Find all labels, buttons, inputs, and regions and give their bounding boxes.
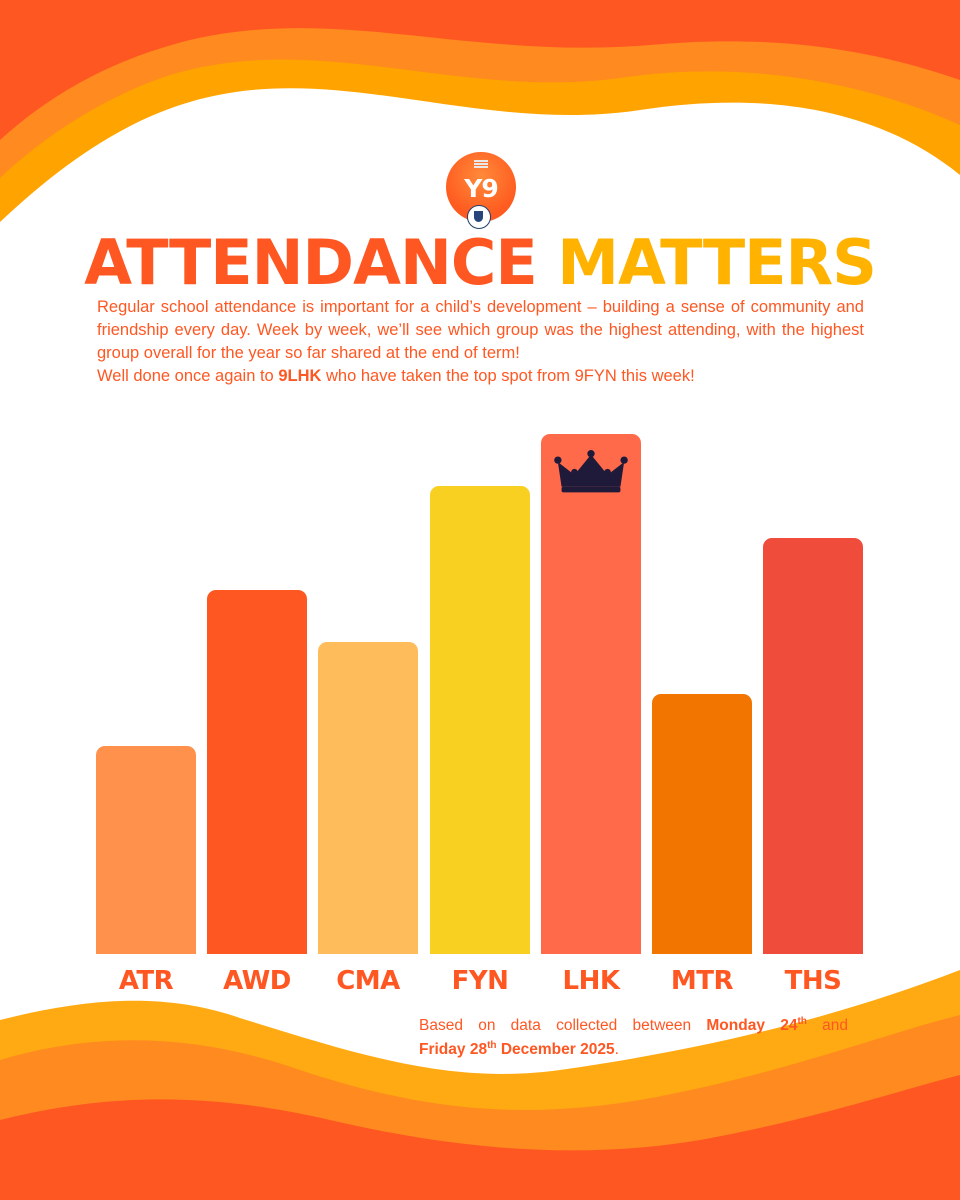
bar-label-lhk: LHK <box>562 966 620 996</box>
bar-mtr <box>652 694 752 954</box>
bar-label-cma: CMA <box>336 966 400 996</box>
title-word-attendance: ATTENDANCE <box>84 226 538 299</box>
winner-line: Well done once again to 9LHK who have ta… <box>97 365 864 388</box>
intro-text: Regular school attendance is important f… <box>97 296 864 388</box>
bar-lhk <box>541 434 641 954</box>
footnote-period: . <box>614 1041 619 1058</box>
bar-label-mtr: MTR <box>670 966 734 996</box>
footnote-and: and <box>806 1017 849 1034</box>
bar-label-fyn: FYN <box>451 966 509 996</box>
page-title: ATTENDANCE MATTERS <box>0 226 960 299</box>
book-icon <box>474 160 488 169</box>
winner-group: 9LHK <box>278 367 322 385</box>
winner-prefix: Well done once again to <box>97 367 279 385</box>
title-word-matters: MATTERS <box>557 226 877 299</box>
bar-atr <box>96 746 196 954</box>
footnote-end-suffix: th <box>487 1039 497 1051</box>
bar-cma <box>318 642 418 954</box>
bar-awd <box>207 590 307 954</box>
top-wave-decoration <box>0 0 960 260</box>
y9-logo-text: Y9 <box>464 174 499 203</box>
footnote-end-rest: December 2025 <box>496 1041 615 1058</box>
bar-label-atr: ATR <box>118 966 174 996</box>
bar-label-ths: THS <box>784 966 842 996</box>
attendance-bar-chart: ATR AWD CMA FYN LHK MTR THS <box>0 420 960 1010</box>
intro-paragraph: Regular school attendance is important f… <box>97 298 864 362</box>
bottom-wave-decoration <box>0 970 960 1200</box>
footnote-start-suffix: th <box>797 1015 807 1027</box>
footnote-start-day: Monday 24 <box>706 1017 798 1034</box>
data-footnote: Based on data collected between Monday 2… <box>419 1014 848 1062</box>
crown-icon <box>554 450 628 493</box>
footnote-end-day: Friday 28 <box>419 1041 488 1058</box>
bar-label-awd: AWD <box>223 966 291 996</box>
school-crest-icon <box>467 205 491 229</box>
footnote-prefix: Based on data collected between <box>419 1017 707 1034</box>
footnote-line-1: Based on data collected between Monday 2… <box>419 1014 848 1038</box>
bar-fyn <box>430 486 530 954</box>
winner-suffix: who have taken the top spot from 9FYN th… <box>321 367 695 385</box>
bar-ths <box>763 538 863 954</box>
footnote-line-2: Friday 28th December 2025. <box>419 1038 848 1062</box>
